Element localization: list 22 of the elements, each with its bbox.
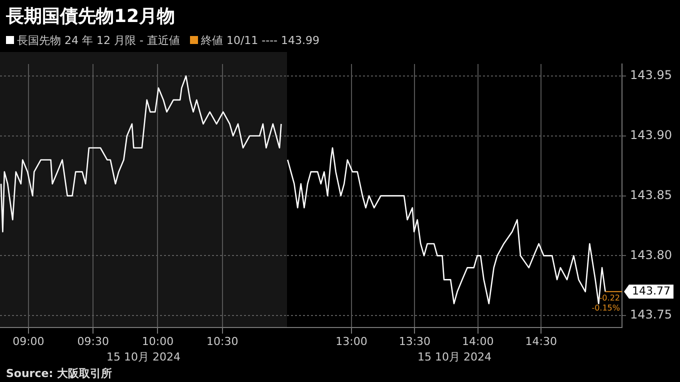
source-note: Source: 大阪取引所: [6, 366, 112, 381]
x-tick-label: 09:30: [77, 335, 109, 348]
x-axis-title: 15 10月 2024: [418, 350, 492, 364]
y-tick-label: 143.75: [630, 308, 672, 322]
x-tick-label: 10:00: [142, 335, 174, 348]
x-tick-label: 14:30: [525, 335, 557, 348]
x-axis-title: 15 10月 2024: [106, 350, 180, 364]
x-tick-label: 13:30: [398, 335, 431, 348]
y-tick-label: 143.80: [630, 248, 672, 262]
x-tick-label: 10:30: [206, 335, 238, 348]
y-tick-label: 143.95: [630, 68, 672, 82]
annotation: -0.22: [599, 294, 620, 303]
x-tick-label: 09:00: [12, 335, 44, 348]
ref-line-label: 143.77: [632, 284, 670, 298]
legend-label: 長国先物 24 年 12 月限 - 直近値: [16, 33, 180, 48]
chart-title: 長期国債先物12月物: [6, 5, 176, 28]
annotation: -0.15%: [592, 304, 620, 313]
y-tick-label: 143.85: [630, 188, 672, 202]
y-tick-label: 143.90: [630, 128, 672, 142]
x-tick-label: 13:00: [336, 335, 368, 348]
x-tick-label: 14:00: [462, 335, 494, 348]
text: 終値 10/11 ---- 143.99: [200, 33, 320, 48]
